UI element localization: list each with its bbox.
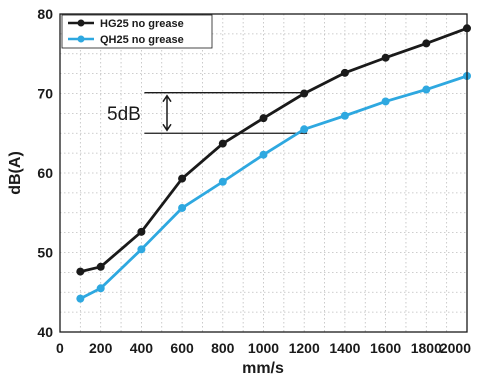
data-point-qh25 <box>137 245 146 254</box>
legend-label-qh25: QH25 no grease <box>100 34 184 46</box>
y-tick-label: 70 <box>37 86 53 102</box>
grid <box>60 14 467 332</box>
data-point-qh25 <box>340 111 349 120</box>
double-arrow-icon <box>162 94 172 132</box>
data-point-hg25 <box>381 53 390 62</box>
data-point-qh25 <box>259 150 268 159</box>
x-tick-label: 1400 <box>329 340 360 356</box>
data-point-qh25 <box>218 177 227 186</box>
x-axis-title: mm/s <box>242 360 284 377</box>
series-layer <box>76 24 471 303</box>
x-tick-label: 1000 <box>248 340 279 356</box>
x-tick-label: 200 <box>89 340 113 356</box>
data-point-hg25 <box>96 262 105 271</box>
annotation-label: 5dB <box>107 104 141 125</box>
x-tick-label: 1800 <box>411 340 442 356</box>
x-tick-label: 0 <box>56 340 64 356</box>
data-point-qh25 <box>96 284 105 293</box>
x-tick-label: 1600 <box>370 340 401 356</box>
x-tick-label: 1200 <box>289 340 320 356</box>
legend-marker-hg25 <box>77 19 85 27</box>
data-point-hg25 <box>218 139 227 148</box>
y-tick-label: 50 <box>37 245 53 261</box>
data-point-hg25 <box>178 174 187 183</box>
data-point-hg25 <box>300 89 309 98</box>
x-tick-label: 600 <box>170 340 194 356</box>
data-point-hg25 <box>137 227 146 236</box>
y-tick-label: 60 <box>37 165 53 181</box>
data-point-hg25 <box>340 68 349 77</box>
y-tick-label: 80 <box>37 6 53 22</box>
y-axis-title: dB(A) <box>7 151 24 195</box>
y-tick-label: 40 <box>37 324 53 340</box>
data-point-qh25 <box>422 85 431 94</box>
legend-marker-qh25 <box>77 35 85 43</box>
data-point-qh25 <box>381 97 390 106</box>
plot-frame <box>59 13 468 333</box>
data-point-qh25 <box>178 203 187 212</box>
data-point-hg25 <box>76 267 85 276</box>
x-tick-label: 400 <box>130 340 154 356</box>
data-point-hg25 <box>422 39 431 48</box>
legend-box <box>61 14 213 49</box>
annotation-5db: 5dB <box>107 92 308 134</box>
legend: HG25 no grease QH25 no grease <box>61 14 213 49</box>
x-tick-label: 800 <box>211 340 235 356</box>
data-point-qh25 <box>76 294 85 303</box>
data-point-qh25 <box>300 125 309 134</box>
legend-label-hg25: HG25 no grease <box>100 18 184 30</box>
data-point-hg25 <box>259 114 268 123</box>
x-tick-label: 2000 <box>440 340 471 356</box>
